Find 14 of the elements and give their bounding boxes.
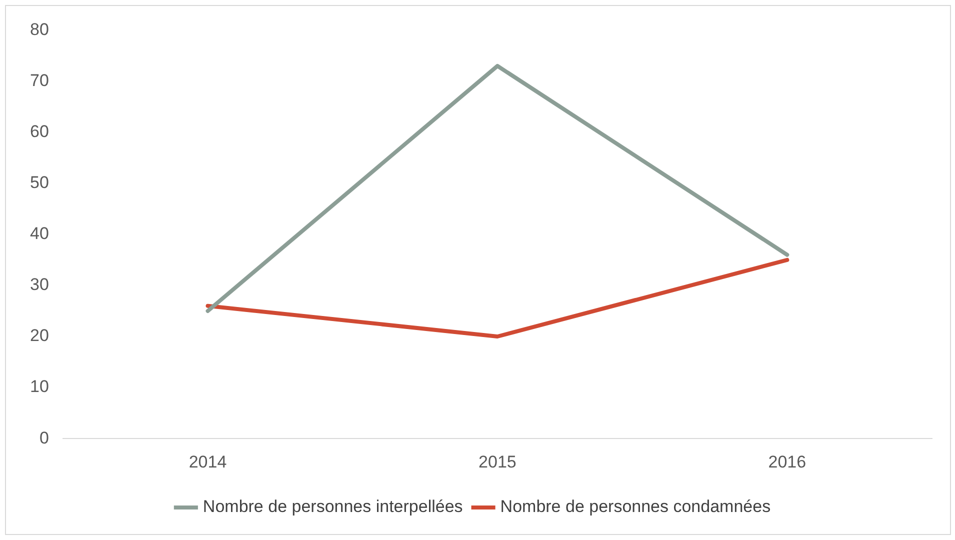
y-tick-label: 50 bbox=[30, 173, 49, 192]
x-tick-label: 2016 bbox=[768, 452, 806, 472]
legend-label: Nombre de personnes condamnées bbox=[500, 497, 771, 516]
y-tick-label: 80 bbox=[30, 20, 49, 39]
y-tick-label: 60 bbox=[30, 122, 49, 141]
y-tick-label: 40 bbox=[30, 224, 49, 244]
x-tick-label: 2014 bbox=[188, 452, 227, 472]
y-tick-label: 0 bbox=[39, 428, 49, 448]
y-tick-label: 70 bbox=[30, 70, 49, 90]
y-tick-label: 30 bbox=[30, 275, 49, 294]
y-tick-label: 10 bbox=[30, 377, 49, 396]
legend-label: Nombre de personnes interpellées bbox=[202, 497, 463, 516]
y-tick-label: 20 bbox=[30, 326, 49, 346]
x-tick-label: 2015 bbox=[478, 452, 516, 472]
